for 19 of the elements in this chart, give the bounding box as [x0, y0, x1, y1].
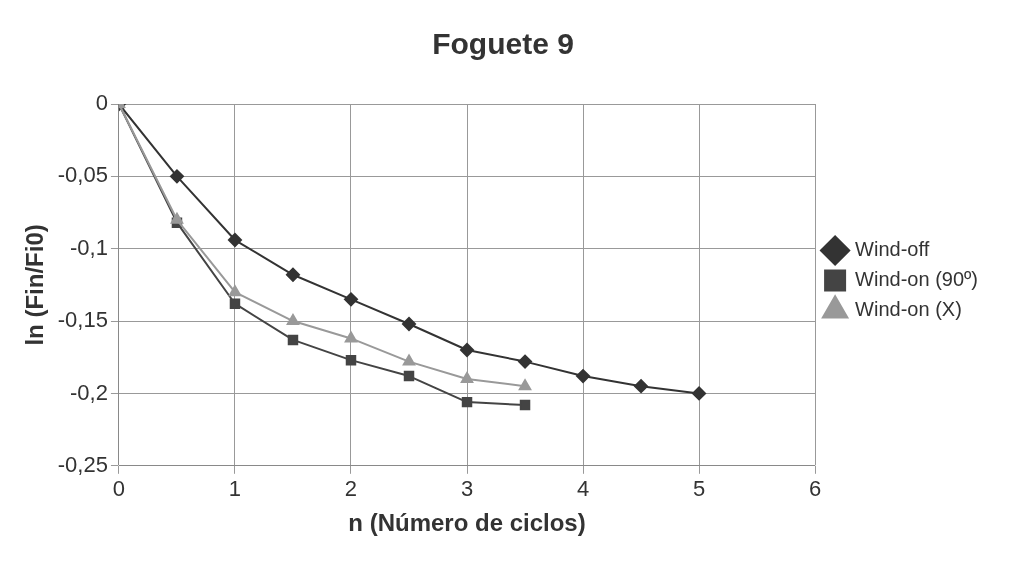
y-tick-label: -0,25: [57, 451, 108, 477]
y-tick-label: 0: [95, 90, 108, 116]
y-axis-title: ln (Fin/Fi0): [21, 224, 49, 346]
x-tick-label: 4: [576, 476, 590, 502]
legend-label: Wind-on (90º): [855, 268, 979, 291]
legend-label: Wind-off: [855, 238, 930, 261]
y-tick-label: -0,15: [57, 307, 108, 333]
x-axis-title: n (Número de ciclos): [348, 509, 586, 537]
x-tick-label: 1: [228, 476, 242, 502]
y-tick-label: -0,1: [70, 234, 108, 260]
chart-title: Foguete 9: [432, 27, 574, 61]
x-tick-label: 6: [808, 476, 822, 502]
x-tick-label: 5: [692, 476, 706, 502]
x-tick-label: 2: [344, 476, 358, 502]
y-tick-label: -0,2: [70, 379, 108, 405]
x-tick-label: 0: [112, 476, 126, 502]
legend-label: Wind-on (X): [855, 298, 962, 321]
y-tick-label: -0,05: [57, 162, 108, 188]
x-tick-label: 3: [460, 476, 474, 502]
